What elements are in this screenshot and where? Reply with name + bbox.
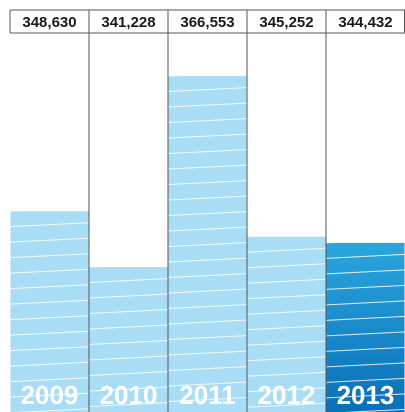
year-label-2013: 2013 bbox=[337, 380, 395, 410]
stripes-group bbox=[10, 76, 405, 412]
header-rule bbox=[10, 9, 405, 34]
year-label-2012: 2012 bbox=[258, 380, 316, 410]
value-label-2011: 366,553 bbox=[180, 14, 234, 31]
value-label-2012: 345,252 bbox=[259, 14, 313, 31]
value-labels: 348,630 341,228 366,553 345,252 344,432 bbox=[22, 14, 392, 31]
value-label-2009: 348,630 bbox=[22, 14, 76, 31]
bars-group bbox=[10, 76, 405, 412]
bar-stripes-2011 bbox=[168, 76, 247, 403]
year-label-2011: 2011 bbox=[179, 380, 235, 410]
bar-stripes-2010 bbox=[89, 267, 168, 407]
year-label-2010: 2010 bbox=[100, 380, 158, 410]
bar-2013 bbox=[326, 242, 405, 412]
bar-stripes-2009 bbox=[10, 211, 89, 412]
bar-2011 bbox=[168, 76, 247, 412]
bar-stripes-2012 bbox=[247, 236, 326, 408]
value-label-2010: 341,228 bbox=[101, 14, 155, 31]
year-labels: 2009 2010 2011 2012 2013 bbox=[21, 380, 395, 410]
bar-stripes-2013 bbox=[326, 242, 405, 412]
value-label-2013: 344,432 bbox=[338, 14, 392, 31]
year-label-2009: 2009 bbox=[21, 380, 79, 410]
